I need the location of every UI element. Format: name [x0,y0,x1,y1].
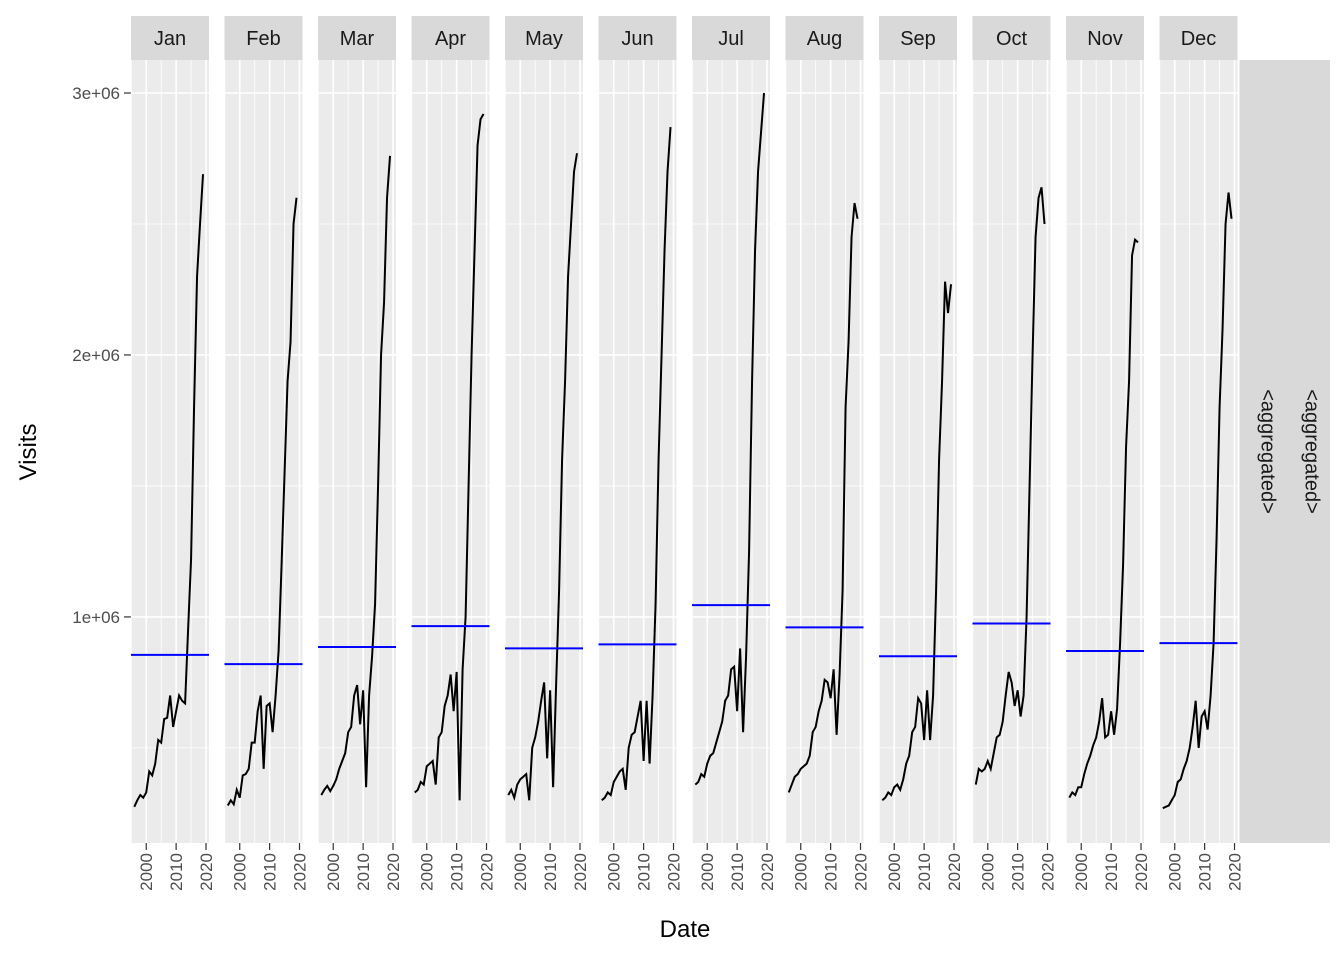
panel-background [411,60,490,843]
x-tick-label: 2020 [852,853,871,891]
x-tick-label: 2020 [1039,853,1058,891]
x-tick-label: 2000 [885,853,904,891]
x-tick-label: 2000 [605,853,624,891]
x-tick-label: 2010 [635,853,654,891]
x-tick-label: 2020 [945,853,964,891]
strip-background [692,16,770,60]
strip-label: Jul [718,28,744,50]
series-line [1068,237,1139,799]
x-tick-label: 2000 [231,853,250,891]
series-line [133,174,205,808]
panel-background [131,60,209,843]
strip-background [224,16,303,60]
strip-label: May [525,28,563,50]
x-tick-label: 2020 [197,853,216,891]
panel-background [224,60,303,843]
x-tick-label: 2010 [1009,853,1028,891]
x-tick-label: 2010 [541,853,560,891]
panel-background [1066,60,1144,843]
y-tick-label: 2e+06 [72,346,120,365]
strip-background [411,16,490,60]
x-tick-label: 2020 [478,853,497,891]
strip-label: Sep [900,28,936,50]
x-tick-label: 2020 [758,853,777,891]
x-tick-label: 2020 [291,853,310,891]
y-tick-label: 1e+06 [72,608,120,627]
x-tick-label: 2010 [1196,853,1215,891]
x-tick-label: 2020 [1226,853,1245,891]
strip-label: Aug [807,28,843,50]
x-tick-label: 2010 [1102,853,1121,891]
panel-background [972,60,1051,843]
series-line [601,126,672,802]
strip-background [1159,16,1238,60]
strip-label: Oct [996,28,1028,50]
strip-label: Nov [1087,28,1123,50]
x-tick-label: 2000 [324,853,343,891]
strip-background [785,16,864,60]
row-strip-label: <aggregated> [1301,389,1323,514]
x-tick-label: 2010 [728,853,747,891]
x-tick-label: 2010 [448,853,467,891]
x-tick-label: 2020 [384,853,403,891]
strip-label: Jun [621,28,653,50]
series-line [881,281,953,802]
panel-background [598,60,677,843]
x-tick-label: 2000 [1072,853,1091,891]
x-tick-label: 2000 [792,853,811,891]
strip-background [505,16,583,60]
strip-label: Feb [246,28,280,50]
x-tick-label: 2000 [979,853,998,891]
series-line [414,113,485,801]
series-line [226,197,298,807]
series-line [320,155,392,796]
series-line [507,153,579,802]
x-tick-label: 2020 [1132,853,1151,891]
x-tick-label: 2010 [354,853,373,891]
x-tick-label: 2000 [511,853,530,891]
strip-background [972,16,1051,60]
y-tick-label: 3e+06 [72,84,120,103]
x-tick-label: 2010 [261,853,280,891]
series-line [1162,192,1233,810]
row-strip-background [1239,60,1330,843]
strip-background [879,16,957,60]
x-tick-label: 2020 [665,853,684,891]
series-line [694,92,766,786]
y-axis-title: Visits [15,424,42,481]
series-line [974,187,1046,785]
x-tick-label: 2010 [915,853,934,891]
x-tick-label: 2000 [698,853,717,891]
strip-background [318,16,396,60]
strip-label: Dec [1181,28,1217,50]
series-line [787,202,859,793]
panel-background [318,60,396,843]
panel-background [879,60,957,843]
x-tick-label: 2010 [167,853,186,891]
x-tick-label: 2000 [1166,853,1185,891]
strip-background [131,16,209,60]
panel-background [505,60,583,843]
x-tick-label: 2000 [418,853,437,891]
x-tick-label: 2010 [822,853,841,891]
strip-background [1066,16,1144,60]
row-strip-label: <aggregated> [1257,389,1279,514]
x-tick-label: 2000 [137,853,156,891]
panel-background [1159,60,1238,843]
x-axis-title: Date [660,916,711,943]
strip-background [598,16,677,60]
panel-background [785,60,864,843]
strip-label: Jan [154,28,186,50]
x-tick-label: 2020 [571,853,590,891]
strip-label: Mar [340,28,375,50]
strip-label: Apr [435,28,466,50]
